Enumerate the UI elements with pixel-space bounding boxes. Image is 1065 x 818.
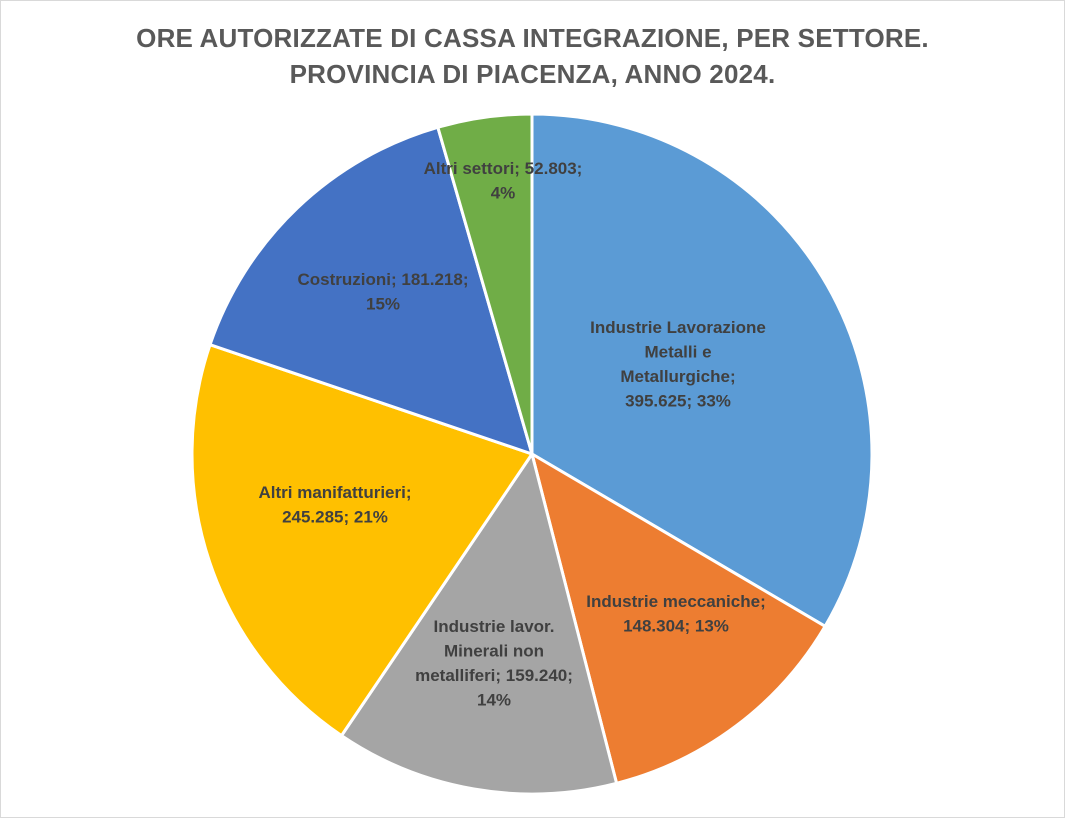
pie-slice-costruzioni — [208, 125, 534, 456]
pie-slice-altri-manifatturieri — [190, 343, 534, 738]
pie-slice-industrie-lavor-minerali-non-metalliferi — [340, 452, 619, 796]
chart-title: ORE AUTORIZZATE DI CASSA INTEGRAZIONE, P… — [0, 20, 1065, 92]
chart-title-line-1: ORE AUTORIZZATE DI CASSA INTEGRAZIONE, P… — [136, 23, 929, 53]
data-label-altri-manifatturieri: Altri manifatturieri; 245.285; 21% — [258, 483, 411, 527]
pie-slices — [190, 112, 874, 796]
data-label-industrie-meccaniche: Industrie meccaniche; 148.304; 13% — [586, 592, 766, 636]
pie-data-labels: Industrie Lavorazione Metalli e Metallurgi… — [258, 159, 765, 710]
chart-title-line-2: PROVINCIA DI PIACENZA, ANNO 2024. — [289, 59, 776, 89]
data-label-costruzioni: Costruzioni; 181.218; 15% — [298, 270, 469, 314]
data-label-altri-settori: Altri settori; 52.803; 4% — [424, 159, 583, 203]
pie-slice-industrie-lavorazione-metalli-e-metallurgiche — [530, 112, 874, 628]
data-label-industrie-lavorazione-metalli-e-metallurgiche: Industrie Lavorazione Metalli e Metallurgi… — [590, 318, 766, 411]
data-label-industrie-lavor-minerali-non-metalliferi: Industrie lavor. Minerali non metalliferi;… — [415, 617, 573, 710]
pie-slice-industrie-meccaniche — [530, 452, 827, 785]
pie-slice-altri-settori — [436, 112, 534, 456]
